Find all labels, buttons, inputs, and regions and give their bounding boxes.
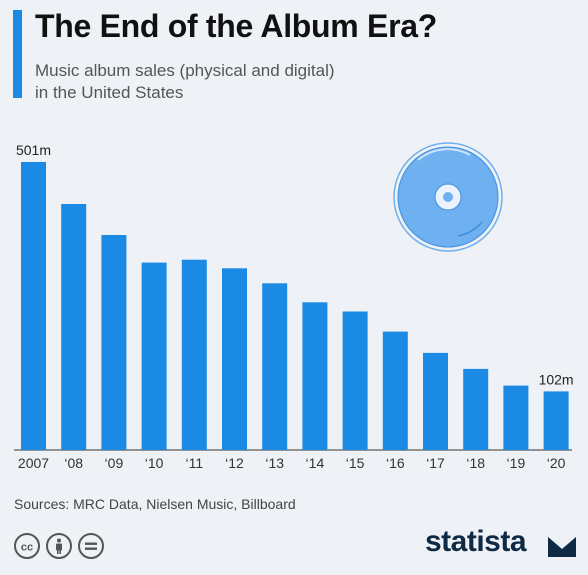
bar-7 [302,302,328,450]
bar-10 [423,352,448,450]
attribution-icon[interactable] [46,533,72,559]
bar-11 [463,368,489,450]
source-note: Sources: MRC Data, Nielsen Music, Billbo… [14,496,296,512]
statista-logo-icon [547,533,577,557]
x-tick-label-2: ‘09 [105,455,124,471]
x-tick-label-11: ‘18 [466,455,485,471]
x-tick-label-4: ‘11 [185,455,203,471]
x-tick-label-5: ‘12 [225,455,244,471]
title-accent-bar [13,10,22,98]
no-derivatives-icon[interactable] [78,533,104,559]
bar-chart: 2007 ‘08 ‘09 ‘10 ‘11 ‘12 ‘13 ‘14 ‘15 ‘16 ‘17 ‘18 ‘19… [14,142,574,471]
x-tick-label-7: ‘14 [306,455,325,471]
x-tick-label-6: ‘13 [265,455,284,471]
bar-12 [503,385,529,450]
data-label-13: 102m [539,371,574,387]
data-label-0: 501m [16,142,51,158]
bar-1 [61,204,87,450]
bar-6 [262,283,288,450]
bar-3 [141,262,167,450]
cc-icon[interactable]: cc [14,533,40,559]
x-tick-label-1: ‘08 [64,455,83,471]
x-tick-label-3: ‘10 [145,455,164,471]
x-tick-label-13: ‘20 [547,455,566,471]
x-tick-label-0: 2007 [18,455,49,471]
bar-8 [342,311,368,450]
chart-title: The End of the Album Era? [35,8,437,44]
bar-4 [181,259,207,450]
x-tick-label-9: ‘16 [386,455,405,471]
subtitle-line-1: Music album sales (physical and digital) [35,61,335,80]
statista-logo[interactable]: statista [425,525,527,558]
svg-text:cc: cc [21,542,33,554]
bar-2 [101,235,127,450]
bar-9 [382,331,408,450]
bar-0 [21,162,46,450]
x-tick-label-8: ‘15 [346,455,365,471]
subtitle-line-2: in the United States [35,83,184,102]
chart-subtitle: Music album sales (physical and digital)… [35,60,455,104]
bar-13 [543,391,569,450]
bar-5 [222,268,247,450]
vinyl-disc-icon [393,142,503,252]
x-tick-label-12: ‘19 [507,455,526,471]
license-icons: cc [14,533,124,566]
x-tick-label-10: ‘17 [426,455,445,471]
